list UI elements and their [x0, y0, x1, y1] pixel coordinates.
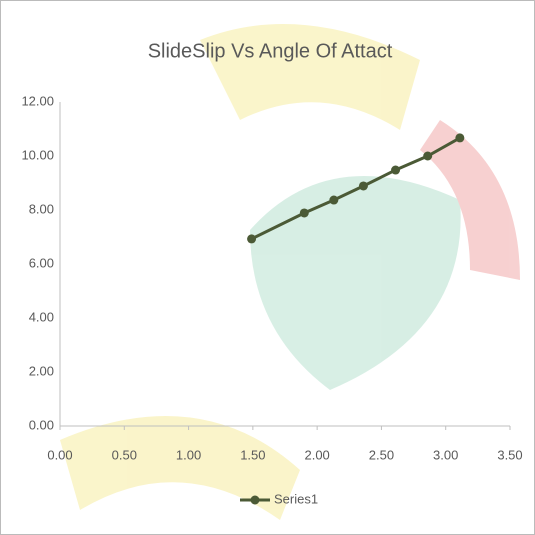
- y-tick-label: 8.00: [29, 201, 54, 216]
- x-tick-label: 1.00: [176, 447, 201, 462]
- x-tick-label: 0.00: [47, 447, 72, 462]
- data-point: [423, 152, 432, 161]
- y-tick-label: 2.00: [29, 363, 54, 378]
- chart-title: SlideSlip Vs Angle Of Attact: [148, 40, 393, 62]
- legend-marker: [251, 496, 260, 505]
- x-tick-label: 0.50: [112, 447, 137, 462]
- y-tick-label: 4.00: [29, 309, 54, 324]
- data-point: [329, 196, 338, 205]
- x-tick-label: 3.50: [497, 447, 522, 462]
- data-point: [455, 133, 464, 142]
- x-tick-label: 2.00: [304, 447, 329, 462]
- y-tick-label: 0.00: [29, 417, 54, 432]
- data-point: [247, 234, 256, 243]
- data-point: [359, 181, 368, 190]
- chart: SlideSlip Vs Angle Of Attact 0.00 2.00 4.0…: [0, 0, 535, 535]
- y-tick-label: 10.00: [21, 147, 54, 162]
- data-point: [300, 208, 309, 217]
- legend-label: Series1: [274, 491, 318, 506]
- x-tick-label: 3.00: [433, 447, 458, 462]
- y-tick-label: 12.00: [21, 93, 54, 108]
- y-tick-label: 6.00: [29, 255, 54, 270]
- x-tick-label: 2.50: [369, 447, 394, 462]
- x-tick-label: 1.50: [240, 447, 265, 462]
- data-point: [391, 166, 400, 175]
